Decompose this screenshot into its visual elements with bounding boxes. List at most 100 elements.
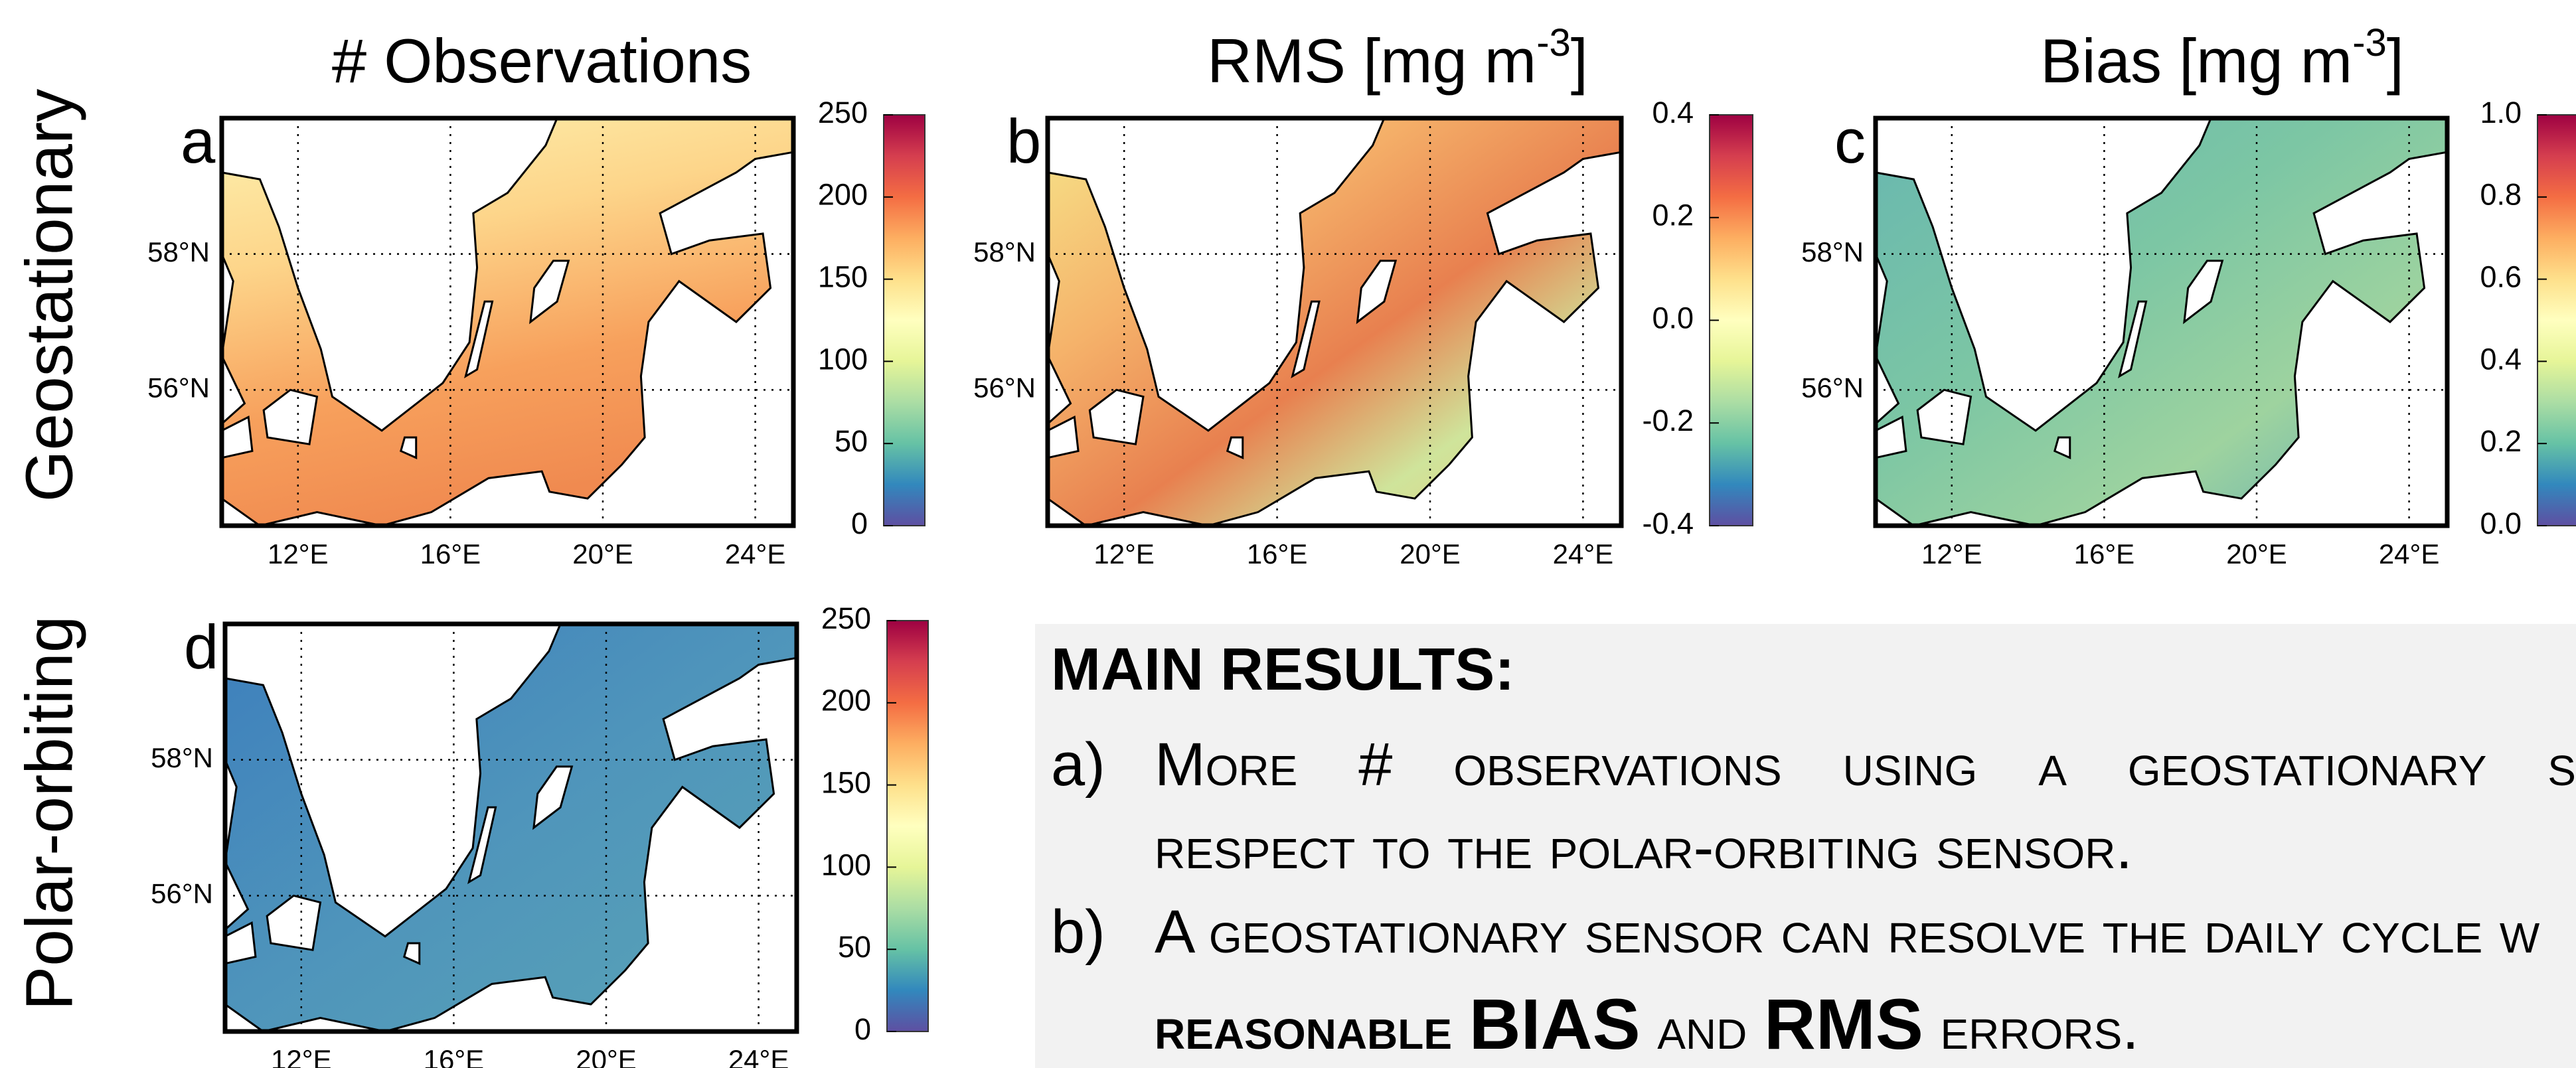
lon-tick-label: 16°E: [2074, 538, 2135, 570]
panel-title: RMS [mg m-3]: [1207, 21, 1588, 96]
panel-letter: a: [181, 106, 216, 176]
map-island: [399, 436, 418, 459]
colorbar-tick-label: 0.6: [2480, 260, 2522, 293]
map-island: [2183, 260, 2224, 325]
colorbar: [2537, 114, 2576, 526]
lat-tick-label: 56°N: [973, 372, 1036, 403]
title-end: ]: [2387, 26, 2404, 96]
results-heading: MAIN RESULTS:: [1051, 637, 1515, 703]
text-segment: errors.: [1940, 994, 2139, 1062]
text-segment: A geostationary sensor can resolve the d…: [1155, 898, 2540, 966]
map-island: [262, 388, 319, 445]
map-island: [1916, 388, 1972, 445]
lon-tick-label: 24°E: [2379, 538, 2440, 570]
colorbar-tick-label: 250: [821, 601, 871, 635]
lon-tick-label: 20°E: [1400, 538, 1461, 570]
panels: Geostationary Polar-orbiting 12°E 16°E 20°E 2…: [12, 21, 2576, 1068]
lat-tick-label: 58°N: [973, 236, 1036, 267]
lon-tick-label: 24°E: [725, 538, 786, 570]
panel-letter: c: [1834, 106, 1866, 176]
map-sea: [224, 623, 798, 1033]
colorbar-tick-label: 50: [835, 424, 868, 458]
map-island: [1291, 300, 1321, 379]
lat-tick-label: 58°N: [147, 236, 210, 267]
colorbar-tick-label: 100: [821, 848, 871, 881]
text-segment: BIAS: [1469, 984, 1641, 1064]
map-sea: [1046, 117, 1623, 527]
map-frame: [219, 115, 796, 528]
item-line: respect to the polar-orbiting sensor.: [1155, 813, 2133, 883]
map-island: [1356, 260, 1398, 325]
map-frame: [222, 621, 799, 1034]
colorbar-tick-label: 0.2: [2480, 424, 2522, 458]
colorbar-tick-label: 250: [818, 96, 868, 129]
colorbar-tick-label: 1.0: [2480, 96, 2522, 129]
colorbar-tick-label: 0: [851, 506, 868, 540]
colorbar-tick-label: 0.2: [1652, 198, 1694, 232]
title-sup: -3: [2352, 21, 2387, 64]
text-segment: respect to the polar-orbiting sensor.: [1155, 814, 2133, 881]
map-island: [464, 300, 494, 379]
row-label: Polar-orbiting: [12, 616, 86, 1011]
map-frame: [1873, 115, 2450, 528]
colorbar-tick-label: 200: [818, 178, 868, 212]
map-island: [467, 806, 497, 885]
colorbar-tick-label: 200: [821, 684, 871, 718]
title-text: Bias [mg m: [2040, 26, 2352, 96]
text-segment: and: [1657, 994, 1747, 1062]
colorbar-tick-label: 150: [821, 765, 871, 799]
colorbar-tick-label: 50: [838, 930, 871, 964]
colorbar-tick-label: -0.2: [1642, 404, 1694, 437]
map-frame: [1045, 115, 1624, 528]
lon-tick-label: 12°E: [271, 1044, 332, 1068]
lon-tick-label: 16°E: [424, 1044, 485, 1068]
colorbar-tick-label: 0.4: [1652, 96, 1694, 129]
item-marker: a): [1051, 731, 1105, 799]
lon-tick-label: 12°E: [1093, 538, 1155, 570]
map-island: [1088, 388, 1145, 445]
text-segment: RMS: [1763, 984, 1923, 1064]
colorbar: [886, 620, 929, 1032]
colorbar-tick-label: 0.0: [2480, 506, 2522, 540]
map-island: [529, 260, 570, 325]
lon-tick-label: 24°E: [728, 1044, 789, 1068]
lon-tick-label: 20°E: [572, 538, 633, 570]
lat-tick-label: 56°N: [1801, 372, 1864, 403]
colorbar-tick-label: 150: [818, 260, 868, 293]
lat-tick-label: 56°N: [151, 877, 213, 909]
item-line: More # observations using a geostationar…: [1155, 730, 2576, 803]
lon-tick-label: 12°E: [1921, 538, 1982, 570]
colorbar-tick-label: 0.8: [2480, 178, 2522, 212]
text-segment: reasonable: [1155, 994, 1453, 1062]
map-island: [266, 894, 322, 951]
row-label: Geostationary: [12, 89, 86, 502]
map-island: [1226, 436, 1244, 459]
panel-title: Bias [mg m-3]: [2040, 21, 2404, 96]
lat-tick-label: 56°N: [147, 372, 210, 403]
item-line: reasonable BIAS and RMS errors.: [1155, 982, 2139, 1065]
item-line: A geostationary sensor can resolve the d…: [1155, 897, 2539, 967]
colorbar-tick-label: 0.4: [2480, 342, 2522, 376]
map-island: [402, 942, 421, 965]
colorbar-tick-label: 100: [818, 342, 868, 376]
colorbar-tick-label: 0.0: [1652, 301, 1694, 335]
lon-tick-label: 16°E: [420, 538, 481, 570]
colorbar-tick-label: -0.4: [1642, 506, 1694, 540]
map-sea: [220, 117, 795, 527]
map-island: [2053, 436, 2071, 459]
map-sea: [1874, 117, 2449, 527]
lon-tick-label: 20°E: [576, 1044, 637, 1068]
map-island: [532, 765, 574, 830]
item-marker: b): [1051, 898, 1105, 966]
colorbar-tick-label: 0: [854, 1012, 871, 1046]
lon-tick-label: 12°E: [268, 538, 329, 570]
title-end: ]: [1571, 26, 1588, 96]
text-segment: More # observations using a geostationar…: [1155, 731, 2576, 799]
lon-tick-label: 24°E: [1553, 538, 1614, 570]
title-text: # Observations: [332, 26, 752, 96]
map-island: [2118, 300, 2148, 379]
lon-tick-label: 16°E: [1247, 538, 1308, 570]
